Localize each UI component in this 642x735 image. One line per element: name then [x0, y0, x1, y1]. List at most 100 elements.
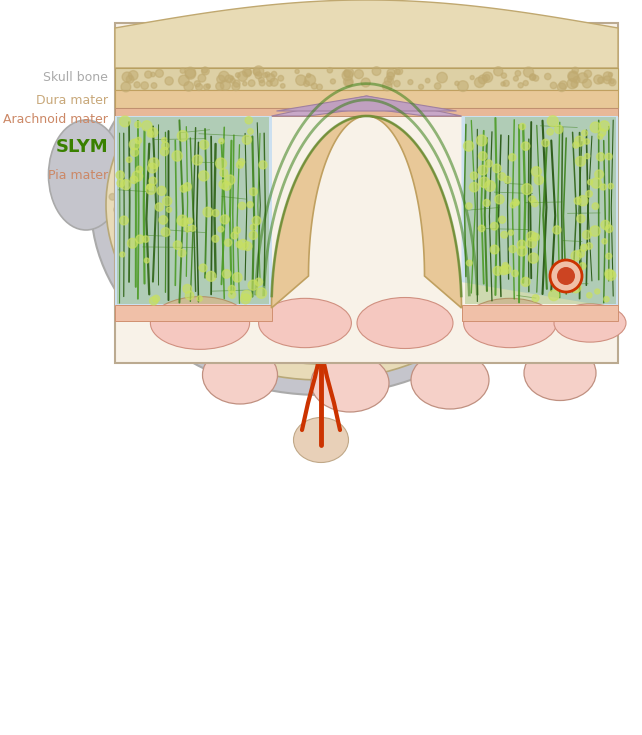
Circle shape	[485, 160, 492, 167]
Circle shape	[134, 82, 140, 88]
Circle shape	[243, 242, 252, 251]
Circle shape	[514, 220, 520, 226]
Circle shape	[601, 220, 610, 229]
Circle shape	[199, 171, 209, 181]
Circle shape	[514, 201, 519, 205]
Ellipse shape	[554, 304, 626, 342]
Circle shape	[519, 123, 525, 129]
Circle shape	[200, 140, 209, 149]
Circle shape	[202, 67, 209, 75]
Circle shape	[204, 84, 210, 90]
Circle shape	[501, 82, 505, 86]
Circle shape	[173, 241, 182, 249]
Circle shape	[121, 143, 128, 148]
Circle shape	[466, 260, 473, 266]
Circle shape	[605, 270, 616, 281]
Circle shape	[609, 79, 616, 86]
Circle shape	[408, 79, 413, 85]
Circle shape	[584, 139, 589, 144]
Circle shape	[532, 167, 541, 176]
Circle shape	[148, 158, 159, 168]
Ellipse shape	[335, 303, 413, 357]
Circle shape	[263, 73, 268, 77]
Polygon shape	[115, 116, 309, 308]
Circle shape	[490, 133, 499, 141]
Circle shape	[136, 166, 143, 173]
Circle shape	[426, 79, 430, 83]
Circle shape	[476, 135, 487, 146]
Circle shape	[157, 186, 166, 196]
Circle shape	[342, 70, 353, 81]
Circle shape	[471, 172, 478, 179]
Circle shape	[523, 193, 526, 196]
Circle shape	[485, 122, 490, 127]
Ellipse shape	[487, 265, 573, 331]
Circle shape	[509, 245, 516, 253]
Circle shape	[165, 77, 173, 85]
Circle shape	[494, 67, 503, 76]
Circle shape	[117, 179, 125, 187]
Circle shape	[478, 99, 482, 103]
Circle shape	[183, 284, 192, 293]
Circle shape	[374, 56, 378, 60]
Circle shape	[236, 241, 243, 248]
Circle shape	[248, 129, 253, 135]
Circle shape	[577, 250, 585, 257]
Circle shape	[259, 80, 265, 86]
Circle shape	[523, 81, 528, 86]
Circle shape	[526, 238, 537, 248]
Circle shape	[322, 40, 325, 45]
Ellipse shape	[146, 66, 496, 344]
Ellipse shape	[277, 276, 363, 338]
Circle shape	[148, 105, 155, 112]
Circle shape	[121, 82, 131, 92]
Bar	[115, 68, 618, 90]
Circle shape	[404, 60, 411, 66]
Circle shape	[299, 41, 306, 48]
Circle shape	[146, 184, 156, 194]
Ellipse shape	[357, 298, 453, 348]
Circle shape	[575, 270, 581, 277]
Circle shape	[372, 67, 381, 76]
Circle shape	[478, 151, 487, 160]
Ellipse shape	[279, 226, 313, 248]
Ellipse shape	[106, 30, 536, 380]
Circle shape	[311, 83, 317, 89]
Circle shape	[206, 271, 216, 282]
Circle shape	[510, 202, 516, 208]
Circle shape	[374, 42, 383, 51]
Circle shape	[255, 278, 263, 286]
Polygon shape	[115, 116, 272, 308]
Circle shape	[517, 246, 527, 256]
Circle shape	[603, 72, 612, 81]
Bar	[115, 90, 618, 108]
Circle shape	[458, 81, 468, 91]
Circle shape	[165, 110, 169, 115]
Polygon shape	[272, 96, 462, 116]
Circle shape	[150, 297, 158, 305]
Circle shape	[435, 83, 441, 89]
Circle shape	[542, 139, 549, 147]
Circle shape	[571, 81, 578, 87]
Circle shape	[119, 216, 128, 225]
Circle shape	[331, 79, 336, 84]
Circle shape	[285, 54, 290, 59]
Circle shape	[478, 225, 485, 232]
Circle shape	[606, 154, 612, 159]
Circle shape	[199, 264, 207, 272]
Circle shape	[533, 75, 539, 81]
Circle shape	[120, 252, 125, 257]
Circle shape	[426, 79, 430, 83]
Circle shape	[557, 83, 566, 92]
Ellipse shape	[259, 298, 351, 348]
Circle shape	[126, 157, 132, 162]
Circle shape	[472, 107, 480, 115]
Circle shape	[219, 180, 228, 189]
Circle shape	[455, 82, 459, 85]
Circle shape	[386, 56, 395, 64]
Circle shape	[305, 74, 316, 85]
Circle shape	[572, 67, 578, 74]
Circle shape	[216, 82, 223, 90]
Circle shape	[270, 78, 278, 86]
Circle shape	[380, 53, 385, 57]
